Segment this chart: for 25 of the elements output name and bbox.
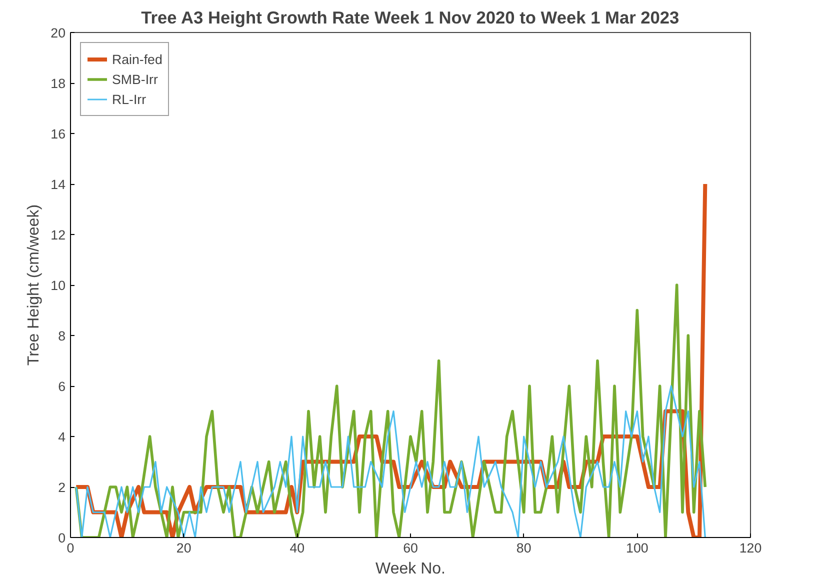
y-tick-label: 18: [50, 76, 66, 91]
x-axis-title: Week No.: [376, 560, 446, 578]
y-tick-label: 2: [58, 480, 66, 495]
y-tick-label: 20: [50, 26, 66, 40]
y-tick-label: 16: [50, 126, 66, 142]
y-tick-label: 8: [58, 328, 66, 344]
y-tick-label: 12: [50, 228, 66, 242]
legend-label: SMB-Irr: [112, 72, 158, 86]
x-tick-label: 100: [626, 540, 648, 556]
line-series: [75, 385, 706, 538]
legend-label: Rain-fed: [112, 52, 162, 66]
x-tick-label: 120: [739, 540, 762, 556]
y-axis-title: Tree Height (cm/week): [26, 204, 43, 366]
x-tick-label: 80: [516, 540, 532, 556]
x-tick-label: 20: [176, 540, 192, 556]
y-tick-label: 14: [50, 177, 66, 192]
legend-label: RL-Irr: [112, 92, 146, 106]
chart-title: Tree A3 Height Growth Rate Week 1 Nov 2020 to Week 1 Mar 2023: [141, 8, 680, 28]
y-tick-label: 0: [58, 530, 66, 546]
line-series: [74, 284, 707, 538]
y-tick-label: 4: [58, 430, 66, 444]
y-tick-label: 6: [58, 379, 66, 394]
x-tick-label: 60: [403, 540, 418, 556]
y-tick-label: 10: [50, 278, 66, 293]
x-tick-label: 40: [290, 540, 305, 556]
